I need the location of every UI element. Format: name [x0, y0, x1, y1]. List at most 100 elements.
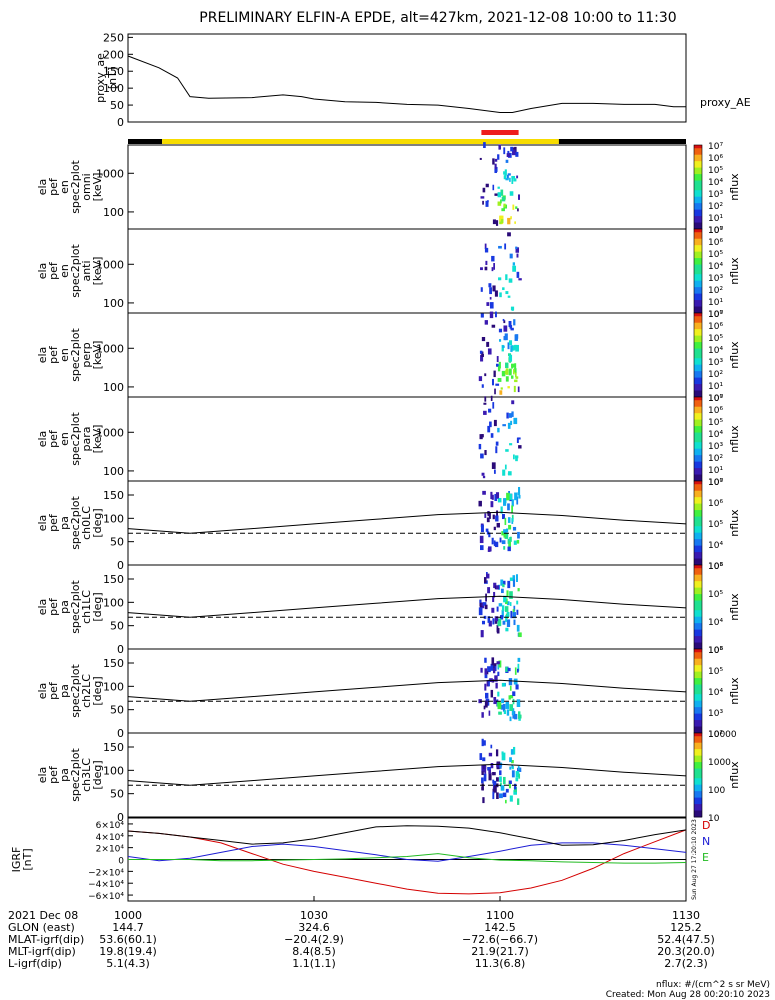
spectrogram-pixel [516, 496, 519, 505]
spectrogram-pixel [492, 784, 495, 790]
colorbar-cell [694, 416, 702, 421]
spectrogram-pixel [506, 619, 511, 627]
spectrogram-pixel [517, 386, 520, 393]
ylabel-line: ela [36, 179, 49, 196]
colorbar-cell [694, 384, 702, 388]
colorbar-cell [694, 623, 702, 627]
spectrogram-pixel [514, 379, 518, 383]
colorbar-cell [694, 552, 702, 556]
footer-units: nflux: #/(cm^2 s sr MeV) [656, 980, 770, 990]
spectrogram-pixel [518, 494, 521, 499]
colorbar-cell [694, 655, 702, 660]
spectrogram-pixel [506, 174, 509, 179]
loss-cone-line [127, 595, 687, 618]
colorbar-cell [694, 697, 702, 702]
colorbar-label-text: nflux [728, 257, 741, 285]
spectrogram-pixel [488, 679, 490, 687]
spectrogram-pixel [484, 320, 488, 325]
spectrogram-pixel [488, 408, 492, 413]
colorbar-cell [694, 616, 702, 621]
colorbar-cell [694, 577, 702, 582]
spectrogram-pixel [494, 675, 498, 682]
colorbar-cell [694, 364, 702, 369]
spectrogram-pixel [483, 773, 487, 782]
colorbar-cell [694, 545, 702, 550]
spectrogram-pixel [518, 773, 521, 779]
spectrogram-pixel [484, 373, 487, 377]
spectrogram-pixel [513, 147, 516, 150]
ylabel-line: ch2LC [80, 674, 93, 708]
spectrogram-pixel [498, 144, 501, 150]
colorbar-cell [694, 254, 702, 259]
colorbar-cell [694, 180, 702, 185]
colorbar-cell [694, 377, 702, 382]
spectrogram-pixel [515, 456, 518, 462]
colorbar-cell [694, 542, 702, 547]
colorbar-cell [694, 177, 702, 182]
colorbar-cell [694, 371, 702, 375]
spectrogram-pixel [497, 201, 502, 206]
ylabel-line: [deg] [91, 592, 104, 621]
spectrogram-pixel [479, 350, 483, 354]
spectrogram-pixel [481, 712, 484, 718]
spectrogram-pixel [488, 532, 491, 538]
spectrogram-pixel [479, 157, 482, 160]
colorbar-cell [694, 442, 702, 446]
colorbar-cell [694, 658, 702, 663]
ae-panel-frame [127, 33, 687, 123]
colorbar-tick-label: 10⁴ [708, 430, 723, 440]
colorbar-cell [694, 607, 702, 611]
spectrogram-pixel [510, 327, 514, 331]
colorbar-cell [694, 610, 702, 614]
colorbar-tick-label: 10³ [708, 646, 723, 656]
spectrogram-pixel [495, 383, 500, 386]
colorbar-cell [694, 316, 702, 320]
spectrogram-pixel [484, 396, 487, 402]
spectrogram-pixel [490, 491, 493, 500]
spectrogram-pixel [493, 263, 496, 270]
panel-frame-ch2LC [127, 648, 687, 734]
spectrogram-pixel [514, 713, 518, 720]
spectrogram-pixel [497, 662, 500, 670]
panel-frame-ch3LC [127, 732, 687, 818]
spectrogram-pixel [507, 342, 510, 350]
spectrogram-pixel [496, 763, 500, 768]
spectrogram-pixel [499, 793, 503, 799]
spectrogram-pixel [507, 232, 511, 237]
spectrogram-pixel [518, 486, 521, 495]
spectrogram-pixel [505, 362, 509, 369]
spectrogram-pixel [505, 159, 509, 163]
colorbar-label: nflux [728, 341, 741, 369]
colorbar-tick-label: 10⁶ [708, 154, 723, 164]
spectrogram-pixel [506, 601, 510, 606]
spectrogram-pixel [513, 368, 517, 373]
spectrogram-pixel [502, 583, 505, 588]
spectrogram-pixel [513, 369, 515, 375]
spectrogram-pixel [492, 219, 496, 225]
spectrogram-pixel [500, 189, 504, 196]
status-bar-black-right [558, 139, 686, 144]
colorbar-cell [694, 781, 702, 786]
colorbar-tick-label: 10⁵ [708, 667, 723, 677]
colorbar-cell [694, 313, 702, 317]
spectrogram-pixel [496, 356, 499, 363]
ytick-label-ch0LC: 100 [103, 512, 124, 525]
spectrogram-pixel [513, 417, 518, 425]
ylabel-line: [deg] [91, 508, 104, 537]
colorbar-cell [694, 510, 702, 514]
spectrogram-pixel [482, 200, 484, 205]
spectrogram-pixel [479, 434, 483, 440]
ae-ytick-label: 250 [103, 31, 124, 44]
spectrogram-pixel [509, 716, 512, 722]
spectrogram-pixel [496, 606, 499, 612]
spectrogram-pixel [493, 540, 496, 546]
spectrogram-pixel [490, 763, 494, 769]
spectrogram-pixel [494, 388, 496, 395]
spectrogram-pixel [495, 515, 499, 522]
spectrogram-pixel [510, 610, 513, 619]
colorbar-label-text: nflux [728, 761, 741, 789]
spectrogram-pixel [501, 513, 505, 520]
spectrogram-pixel [512, 691, 516, 697]
colorbar-cell [694, 729, 702, 734]
